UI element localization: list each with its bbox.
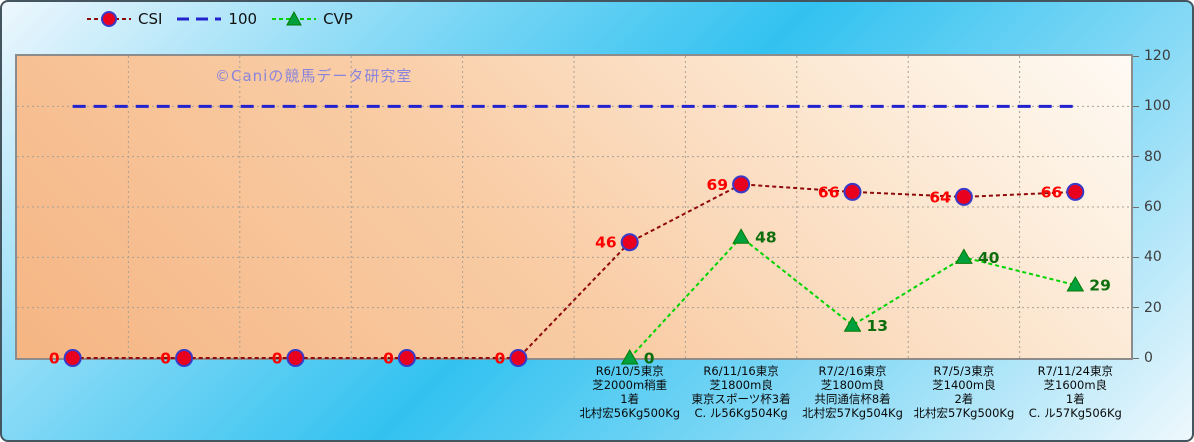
x-axis-label-line: 共同通信杯8着 [814,392,891,406]
value-label: 0 [272,350,283,368]
y-axis-tick [1133,307,1139,309]
x-axis-label-line: 北村宏57Kg504Kg [802,406,903,420]
x-axis-label: R6/11/16東京 芝1800m良 東京スポーツ杯3着 C. ル56Kg504Kg [685,364,796,420]
value-label: 46 [595,234,617,252]
value-label: 29 [1089,277,1111,295]
x-axis-label-line: 北村宏57Kg500Kg [913,406,1015,420]
y-axis-label: 120 [1144,48,1171,64]
cvp-marker [955,248,973,264]
y-axis-tick [1133,156,1139,158]
cvp-marker [843,316,862,332]
legend-label-cvp: CVP [323,10,353,28]
cvp-marker [732,228,750,244]
y-axis-label: 20 [1144,299,1162,316]
x-axis-label-line: C. ル56Kg504Kg [694,406,788,420]
x-axis-label-line: 芝1800m良 [709,378,773,392]
x-axis-label: R7/5/3東京 芝1400m良 2着 北村宏57Kg500Kg [908,364,1019,420]
cvp-series-line [628,235,1076,359]
csi-line-marker-icon [87,11,131,27]
value-label: 69 [707,176,729,194]
y-axis-tick [1133,55,1139,57]
x-axis-label-line: R7/2/16東京 [818,364,887,378]
value-label: 64 [929,188,951,206]
value-label: 0 [49,350,60,368]
csi-marker [397,349,416,367]
legend-item-csi: CSI [86,10,162,28]
csi-marker [954,187,973,206]
cvp-line-marker-icon [272,10,317,26]
csi-marker [732,175,751,194]
x-axis-label-line: C. ル57Kg506Kg [1028,406,1122,420]
csi-marker [175,349,194,367]
value-label: 13 [867,317,889,335]
csi-marker [509,349,528,367]
y-axis-tick [1133,105,1139,107]
legend-label-csi: CSI [138,10,163,28]
value-label: 0 [160,350,171,368]
value-label: 48 [755,229,777,247]
x-axis-label-line: R6/11/16東京 [703,364,779,378]
csi-marker [620,233,639,252]
csi-marker [286,349,305,367]
x-axis-label: R7/2/16東京 芝1800m良 共同通信杯8着 北村宏57Kg504Kg [797,364,908,420]
value-label: 0 [644,350,655,368]
x-axis-label-line: R7/11/24東京 [1037,364,1113,378]
x-axis-label-line: 1着 [1065,392,1085,406]
cvp-marker [1066,276,1085,292]
legend-item-100: 100 [176,10,257,28]
y-axis-label: 0 [1144,350,1153,366]
x-axis-label-line: 北村宏56Kg500Kg [579,406,681,420]
csi-marker [63,349,82,367]
y-axis-tick [1133,206,1139,208]
x-axis-label-line: 芝1800m良 [820,378,885,392]
y-axis-label: 100 [1144,98,1171,115]
watermark: ©Caniの競馬データ研究室 [215,67,413,85]
x-axis-label-line: R6/10/5東京 [595,364,664,378]
y-axis-label: 60 [1144,199,1162,215]
x-axis-label-line: 芝2000m稍重 [592,378,668,392]
legend-label-100: 100 [228,10,258,28]
legend: CSI 100 CVP [86,8,353,30]
x-axis-label: R7/11/24東京 芝1600m良 1着 C. ル57Kg506Kg [1020,364,1131,420]
x-axis-label-line: 1着 [620,392,640,406]
value-label: 66 [818,183,840,201]
csi-marker [843,182,862,201]
y-axis-label: 80 [1144,148,1162,165]
x-axis-label-line: 東京スポーツ杯3着 [691,392,791,406]
chart-canvas: 0 0 0 0 0 46 69 66 64 66 0 48 13 40 29 [17,56,1131,368]
value-label: 0 [495,350,506,368]
value-label: 0 [383,350,394,368]
x-axis-label: R6/10/5東京 芝2000m稍重 1着 北村宏56Kg500Kg [574,364,685,420]
x-axis-label-line: R7/5/3東京 [933,364,995,378]
y-axis-label: 40 [1144,249,1162,266]
cvp-marker [620,348,639,365]
value-label: 66 [1041,183,1063,201]
x-axis-label-line: 芝1600m良 [1043,378,1108,392]
plot-area: ©Caniの競馬データ研究室 0 0 0 0 0 46 69 66 64 66 0 48 13 40 29 [15,54,1133,368]
value-label: 40 [978,249,1000,267]
reference-line-icon [177,17,222,21]
x-axis-label-line: 芝1400m良 [932,378,996,392]
y-axis-tick [1133,357,1139,359]
legend-item-cvp: CVP [271,10,353,28]
y-axis-tick [1133,256,1139,258]
csi-marker [1066,182,1085,201]
csi-series-line [72,183,1076,359]
x-axis-label-line: 2着 [954,392,974,406]
